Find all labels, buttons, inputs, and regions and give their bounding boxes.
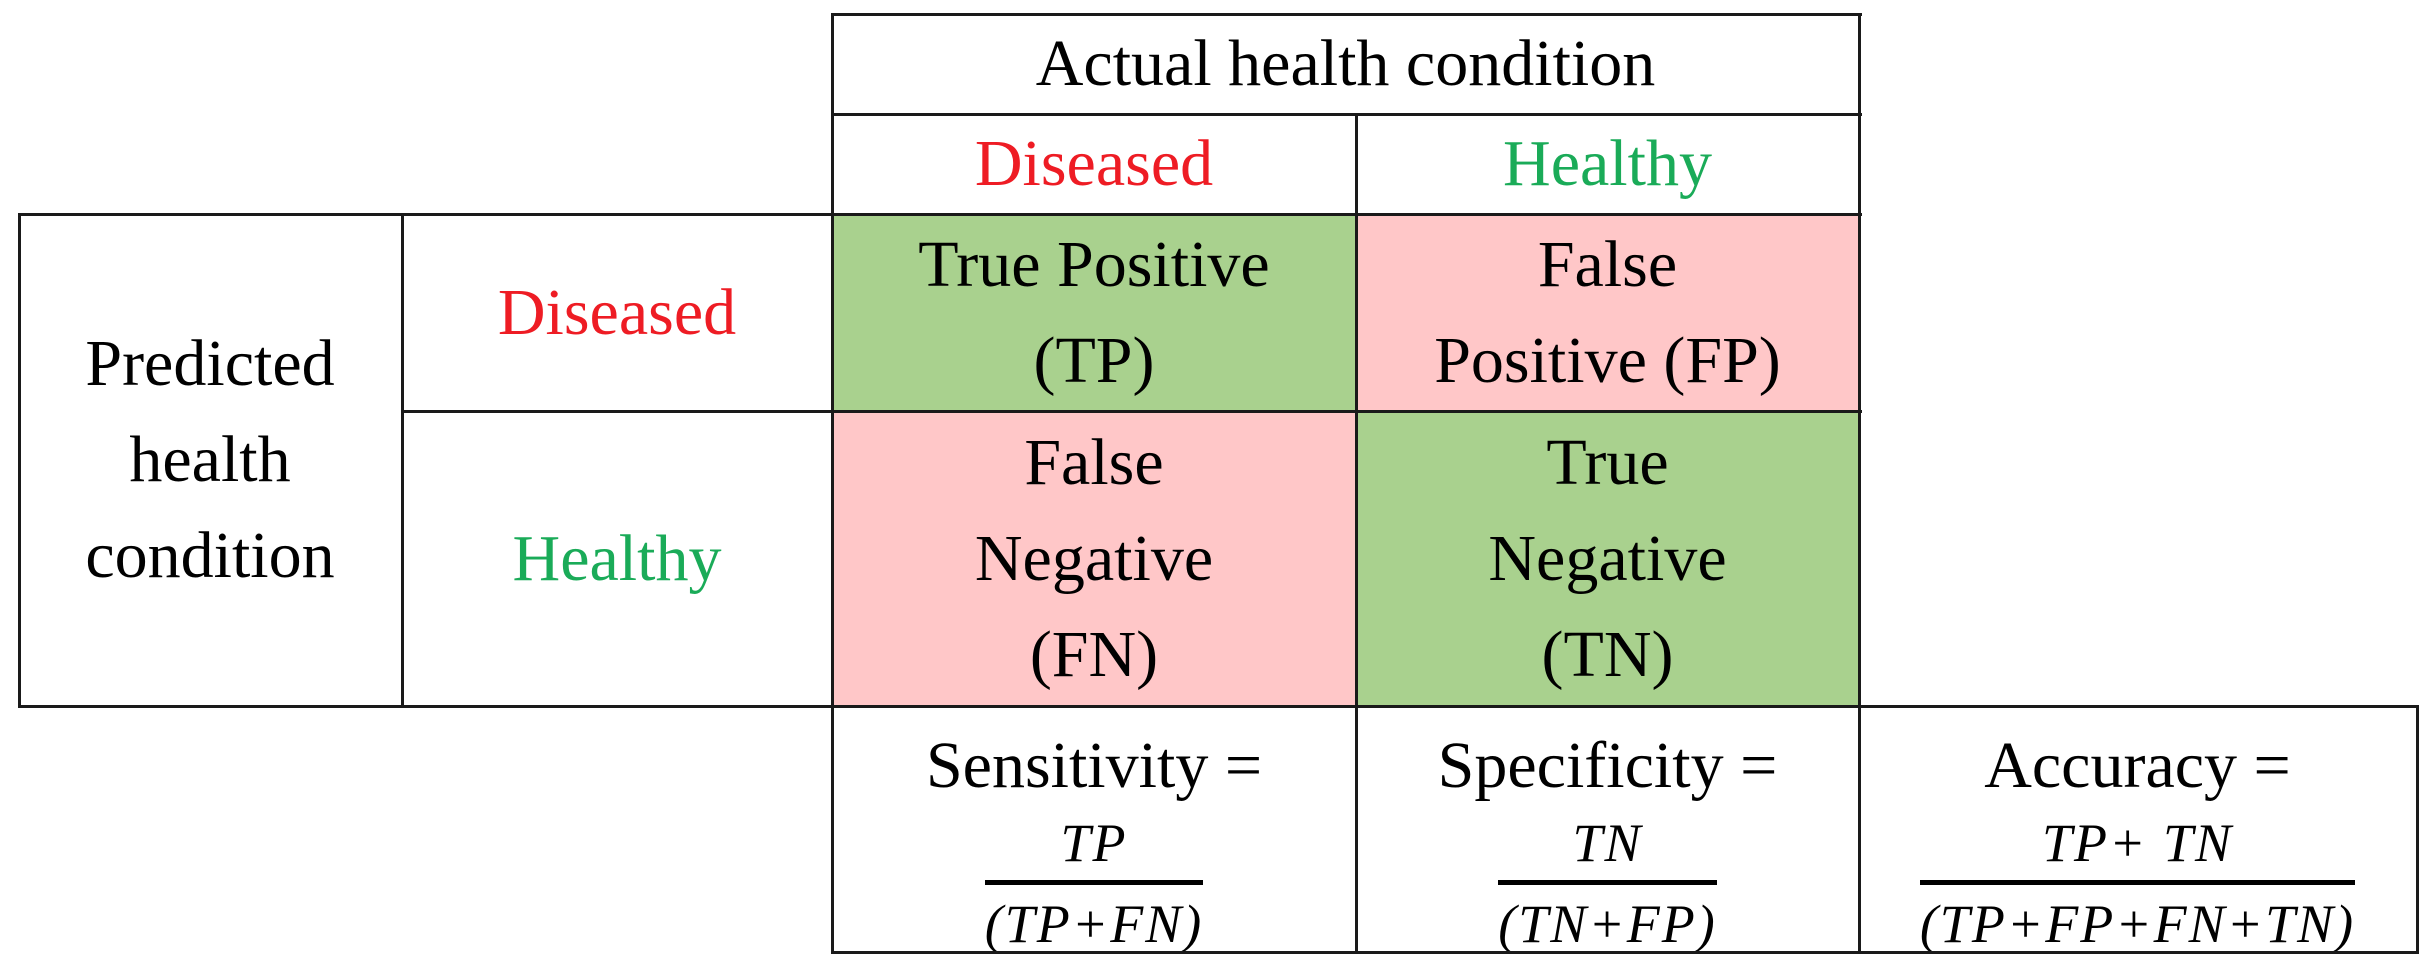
grid-line-left xyxy=(18,213,21,708)
accuracy-denominator: (TP+FP+FN+TN) xyxy=(1919,894,2356,954)
true-negative-cell: True Negative (TN) xyxy=(1356,411,1859,706)
predicted-condition-header: Predicted health condition xyxy=(18,214,402,706)
actual-condition-header: Actual health condition xyxy=(832,14,1859,114)
accuracy-cell: Accuracy = TP+ TN (TP+FP+FN+TN) xyxy=(1859,706,2416,954)
actual-diseased-header: Diseased xyxy=(832,114,1356,214)
accuracy-fraction: TP+ TN (TP+FP+FN+TN) xyxy=(1919,810,2356,957)
grid-line-matrix-left xyxy=(831,13,834,954)
true-positive-cell: True Positive (TP) xyxy=(832,214,1356,411)
accuracy-label: Accuracy = xyxy=(1984,729,2291,802)
grid-line-row-divider xyxy=(402,410,1862,413)
fn-line-3: (FN) xyxy=(1029,617,1159,691)
grid-line-column-divider xyxy=(1355,113,1358,954)
predicted-healthy-header: Healthy xyxy=(402,411,832,706)
accuracy-numerator: TP+ TN xyxy=(2041,813,2233,873)
fn-line-1: False xyxy=(1024,425,1164,499)
sensitivity-fraction-bar xyxy=(984,880,1204,885)
grid-line-header-bottom xyxy=(18,213,1862,216)
specificity-label: Specificity = xyxy=(1437,729,1778,802)
fn-line-2: Negative xyxy=(974,521,1214,595)
actual-condition-title: Actual health condition xyxy=(1035,27,1656,100)
predicted-healthy-label: Healthy xyxy=(512,521,722,595)
grid-line-matrix-bottom xyxy=(18,705,2419,708)
false-negative-cell: False Negative (FN) xyxy=(832,411,1356,706)
sensitivity-label: Sensitivity = xyxy=(925,729,1263,802)
predicted-title-line-1: Predicted xyxy=(85,327,335,400)
predicted-title-line-2: health xyxy=(129,423,291,496)
fp-line-1: False xyxy=(1537,227,1678,301)
sensitivity-denominator: (TP+FN) xyxy=(984,894,1204,954)
actual-healthy-header: Healthy xyxy=(1356,114,1859,214)
grid-line-row-header-divider xyxy=(401,213,404,708)
false-positive-cell: False Positive (FP) xyxy=(1356,214,1859,411)
grid-line-right xyxy=(2416,705,2419,954)
predicted-diseased-header: Diseased xyxy=(402,214,832,411)
accuracy-fraction-bar xyxy=(1919,880,2356,885)
sensitivity-cell: Sensitivity = TP (TP+FN) xyxy=(832,706,1356,954)
grid-line-actual-title-bottom xyxy=(832,113,1862,116)
grid-line-matrix-right xyxy=(1858,13,1861,954)
grid-line-top xyxy=(832,13,1862,16)
specificity-numerator: TN xyxy=(1572,813,1643,873)
actual-healthy-label: Healthy xyxy=(1503,127,1712,200)
specificity-cell: Specificity = TN (TN+FP) xyxy=(1356,706,1859,954)
specificity-fraction-bar xyxy=(1498,880,1717,885)
specificity-fraction: TN (TN+FP) xyxy=(1498,810,1717,957)
sensitivity-numerator: TP xyxy=(1060,813,1128,873)
tp-line-2: (TP) xyxy=(1033,323,1155,397)
predicted-title-line-3: condition xyxy=(85,519,335,592)
actual-diseased-label: Diseased xyxy=(974,127,1214,200)
tn-line-1: True xyxy=(1546,425,1669,499)
sensitivity-fraction: TP (TP+FN) xyxy=(984,810,1204,957)
tp-line-1: True Positive xyxy=(918,227,1270,301)
predicted-diseased-label: Diseased xyxy=(497,275,737,349)
specificity-denominator: (TN+FP) xyxy=(1498,894,1717,954)
grid-line-bottom xyxy=(832,951,2419,954)
tn-line-2: Negative xyxy=(1488,521,1727,595)
tn-line-3: (TN) xyxy=(1541,617,1674,691)
fp-line-2: Positive (FP) xyxy=(1434,323,1781,397)
